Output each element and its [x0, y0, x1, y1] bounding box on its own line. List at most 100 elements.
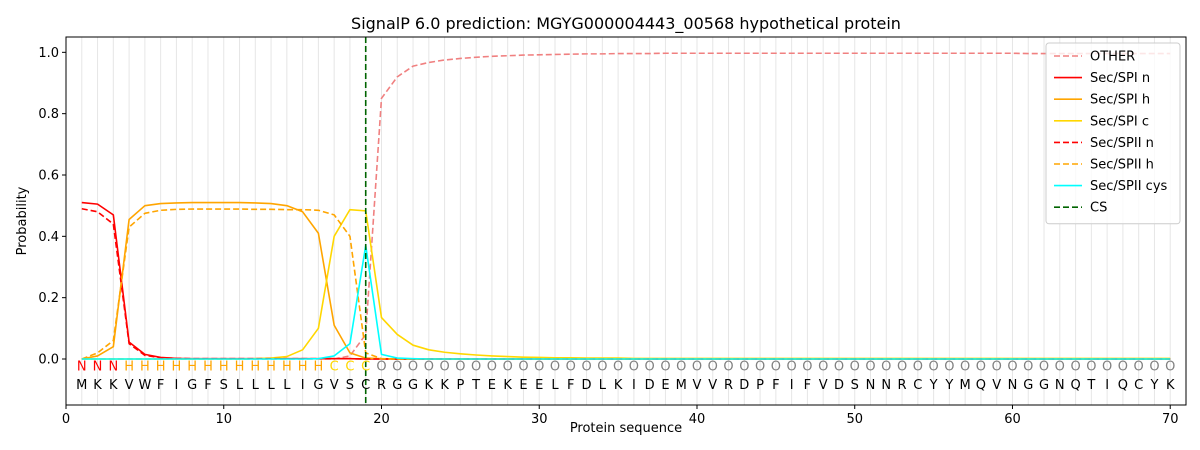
sequence-residue: Y: [1149, 378, 1158, 393]
y-tick-label: 0.4: [38, 230, 59, 245]
region-label: O: [1039, 360, 1049, 375]
x-tick-label: 60: [1004, 412, 1021, 427]
sequence-residue: R: [724, 378, 733, 393]
region-label: C: [361, 360, 370, 375]
sequence-residue: K: [93, 378, 102, 393]
sequence-residue: Y: [929, 378, 938, 393]
sequence-residue: S: [220, 378, 228, 393]
region-label: O: [818, 360, 828, 375]
region-label: O: [676, 360, 686, 375]
sequence-residue: E: [661, 378, 669, 393]
legend-label: Sec/SPII cys: [1090, 179, 1168, 194]
sequence-residue: Y: [944, 378, 953, 393]
x-tick-label: 30: [531, 412, 548, 427]
x-tick-label: 40: [689, 412, 706, 427]
sequence-residue: D: [739, 378, 749, 393]
region-label: O: [802, 360, 812, 375]
sequence-residue: D: [834, 378, 844, 393]
sequence-residue: L: [599, 378, 607, 393]
x-tick-label: 10: [215, 412, 232, 427]
sequence-residue: L: [283, 378, 291, 393]
sequence-residue: T: [471, 378, 480, 393]
sequence-residue: P: [756, 378, 764, 393]
sequence-residue: K: [425, 378, 434, 393]
region-label: O: [1149, 360, 1159, 375]
sequence-residue: F: [157, 378, 164, 393]
sequence-residue: R: [377, 378, 386, 393]
sequence-residue: W: [138, 378, 151, 393]
sequence-residue: N: [866, 378, 876, 393]
region-label: O: [1023, 360, 1033, 375]
x-tick-label: 50: [846, 412, 863, 427]
region-label: O: [1102, 360, 1112, 375]
x-axis: 0 10 20 30 40 50 60 70: [62, 405, 1178, 427]
region-label: H: [235, 360, 245, 375]
y-axis-label: Probability: [15, 186, 30, 255]
sequence-residue: I: [632, 378, 636, 393]
region-label: O: [408, 360, 418, 375]
region-label: O: [1007, 360, 1017, 375]
region-label: O: [645, 360, 655, 375]
region-label: O: [944, 360, 954, 375]
legend-box: [1045, 42, 1181, 225]
region-label: O: [660, 360, 670, 375]
y-tick-label: 0.2: [38, 291, 59, 306]
region-label: O: [566, 360, 576, 375]
region-label: O: [613, 360, 623, 375]
region-label: N: [93, 360, 103, 375]
sequence-residue: S: [346, 378, 354, 393]
legend-label: Sec/SPI c: [1090, 114, 1149, 129]
sequence-residue: Q: [1118, 378, 1128, 393]
region-label: O: [897, 360, 907, 375]
legend-label: CS: [1090, 201, 1107, 216]
region-label: O: [534, 360, 544, 375]
sequence-residue: F: [204, 378, 211, 393]
sequence-residue: L: [236, 378, 244, 393]
sequence-residue: R: [898, 378, 907, 393]
sequence-residue: P: [456, 378, 464, 393]
sequence-residue: E: [488, 378, 496, 393]
series-line: [81, 244, 1171, 360]
sequence-residue: S: [851, 378, 859, 393]
sequence-residue: I: [1105, 378, 1109, 393]
sequence-residue: Q: [976, 378, 986, 393]
region-label: O: [913, 360, 923, 375]
chart-title: SignalP 6.0 prediction: MGYG000004443_00…: [351, 14, 901, 34]
region-label: O: [708, 360, 718, 375]
region-label: O: [487, 360, 497, 375]
sequence-residue: G: [408, 378, 418, 393]
sequence-residue: V: [819, 378, 828, 393]
sequence-residue: V: [330, 378, 339, 393]
region-label: O: [739, 360, 749, 375]
region-label: H: [266, 360, 276, 375]
region-label: O: [550, 360, 560, 375]
sequence-residue: M: [960, 378, 971, 393]
region-label: O: [503, 360, 513, 375]
legend-label: OTHER: [1090, 50, 1135, 65]
sequence-residue: I: [301, 378, 305, 393]
sequence-residue: I: [790, 378, 794, 393]
sequence-residue: F: [772, 378, 779, 393]
sequence-residue: K: [614, 378, 623, 393]
sequence-residue: V: [992, 378, 1001, 393]
grid-lines: [81, 37, 1171, 405]
plot-area: NMNKNKHVHWHFHIHGHFHSHLHLHLHLHIHGCVCSCCOR…: [76, 37, 1175, 405]
x-tick-label: 20: [373, 412, 390, 427]
region-label: O: [850, 360, 860, 375]
sequence-residue: F: [804, 378, 811, 393]
legend-label: Sec/SPI n: [1090, 71, 1150, 86]
region-label: O: [723, 360, 733, 375]
region-label: O: [1055, 360, 1065, 375]
y-axis: 0.0 0.2 0.4 0.6 0.8 1.0: [38, 46, 66, 368]
y-tick-label: 0.0: [38, 353, 59, 368]
region-label: O: [376, 360, 386, 375]
region-label: C: [345, 360, 354, 375]
legend-label: Sec/SPII h: [1090, 158, 1154, 173]
region-label: O: [1134, 360, 1144, 375]
sequence-residue: N: [881, 378, 891, 393]
sequence-residue: K: [503, 378, 512, 393]
region-label: O: [1086, 360, 1096, 375]
sequence-residue: C: [913, 378, 922, 393]
sequence-residue: L: [551, 378, 559, 393]
